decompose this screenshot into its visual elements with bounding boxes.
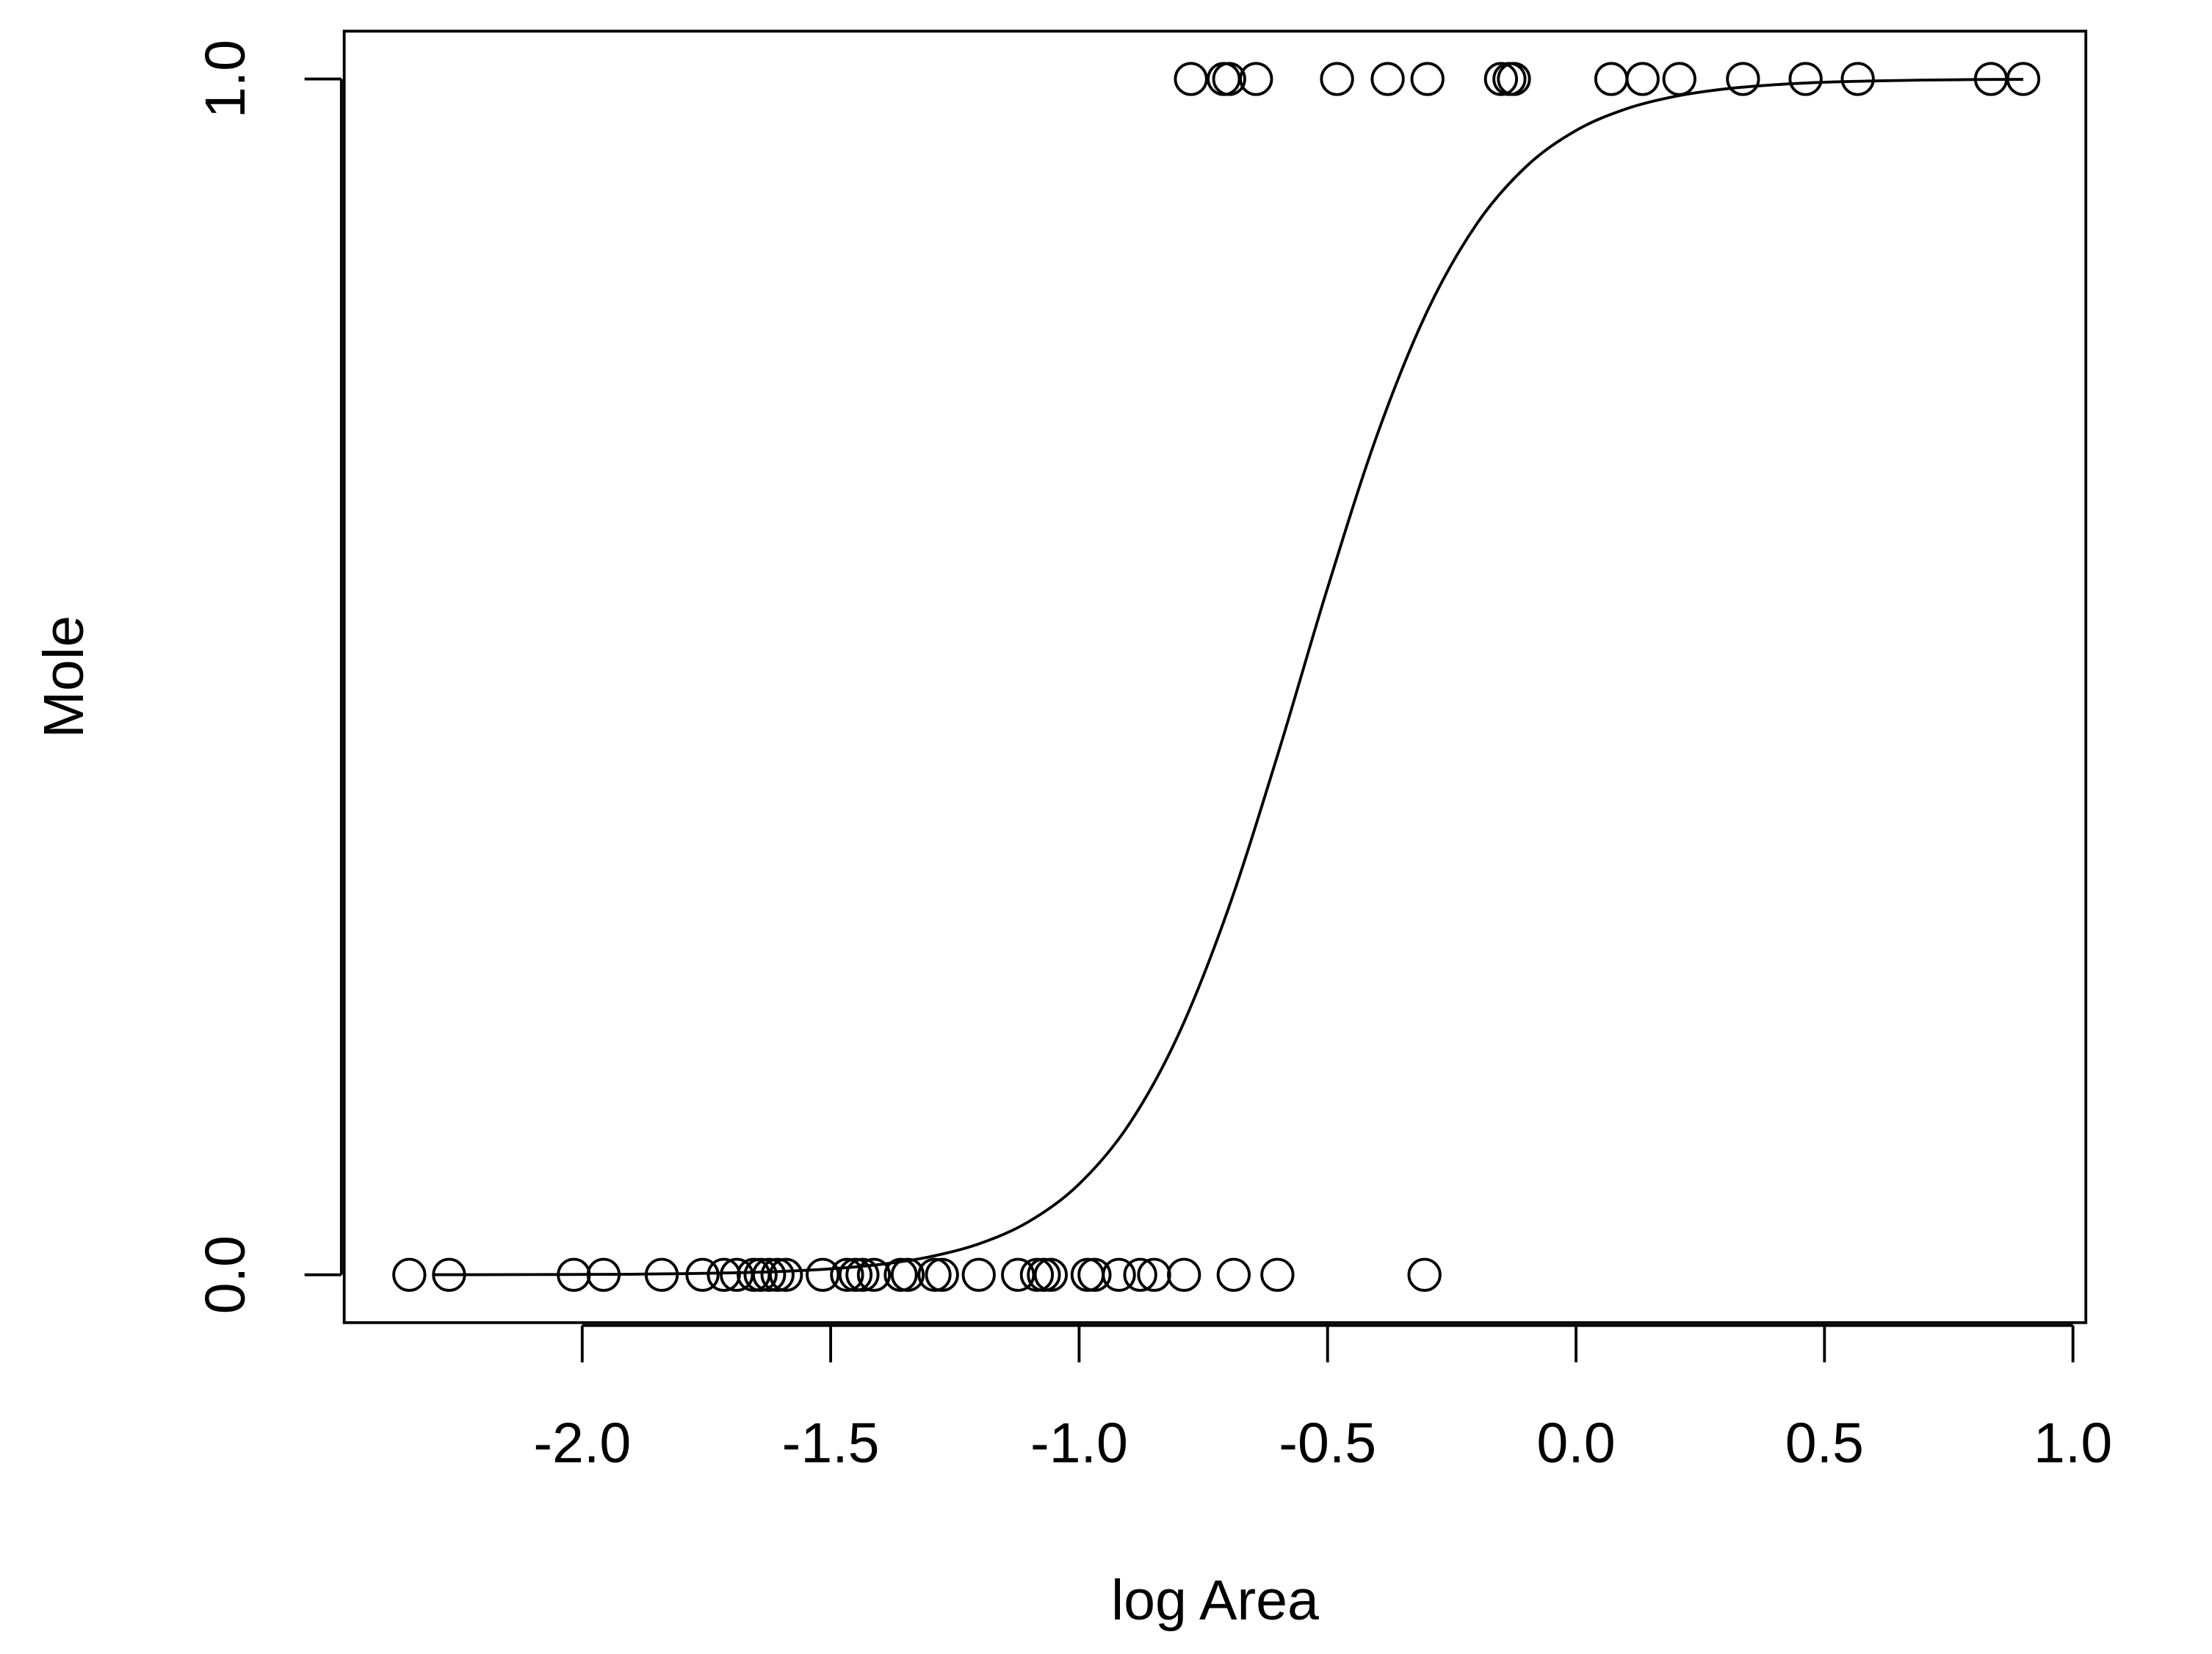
point — [1077, 1257, 1112, 1292]
point — [1001, 1257, 1035, 1292]
point — [1070, 1257, 1105, 1292]
x-tick-label: -0.5 — [1279, 1412, 1376, 1475]
x-axis-label: log Area — [1111, 1569, 1319, 1632]
point — [769, 1257, 803, 1292]
point — [1137, 1257, 1171, 1292]
point — [752, 1257, 787, 1292]
point — [1662, 62, 1696, 96]
point — [1216, 1257, 1251, 1292]
point — [1788, 62, 1823, 96]
point — [1027, 1257, 1061, 1292]
point — [392, 1257, 427, 1292]
point — [1625, 62, 1660, 96]
point — [760, 1257, 795, 1292]
point — [890, 1257, 925, 1292]
point — [961, 1257, 996, 1292]
x-tick-label: -2.0 — [533, 1412, 631, 1475]
y-tick-label: 0.0 — [194, 1235, 257, 1314]
x-tick-label: 0.5 — [1785, 1412, 1864, 1475]
x-tick-label: 0.0 — [1536, 1412, 1615, 1475]
point — [1726, 62, 1760, 96]
point — [1370, 62, 1405, 96]
x-tick-label: 1.0 — [2034, 1412, 2112, 1475]
point — [830, 1257, 864, 1292]
point — [845, 1257, 880, 1292]
point — [917, 1257, 952, 1292]
point — [1212, 62, 1246, 96]
point — [1407, 1257, 1442, 1292]
point — [1033, 1257, 1068, 1292]
point — [1594, 62, 1629, 96]
point — [856, 1257, 892, 1292]
point — [838, 1257, 873, 1292]
point — [1019, 1257, 1055, 1292]
point — [743, 1257, 778, 1292]
y-axis-label: Mole — [32, 615, 95, 738]
point — [1497, 62, 1531, 96]
point — [1167, 1257, 1201, 1292]
fit-curve — [433, 78, 2023, 1276]
point — [1483, 62, 1518, 96]
point — [1123, 1257, 1157, 1292]
point — [1260, 1257, 1295, 1292]
x-tick-label: -1.0 — [1030, 1412, 1128, 1475]
point — [1320, 62, 1354, 96]
y-tick-label: 1.0 — [194, 40, 257, 118]
point — [925, 1257, 959, 1292]
point — [1840, 62, 1875, 96]
x-tick-label: -1.5 — [782, 1412, 880, 1475]
point — [1102, 1257, 1136, 1292]
point — [1410, 62, 1445, 96]
plot-frame — [342, 29, 2088, 1324]
point — [806, 1257, 840, 1292]
point — [1239, 62, 1273, 96]
point — [883, 1257, 918, 1292]
point — [1174, 62, 1208, 96]
